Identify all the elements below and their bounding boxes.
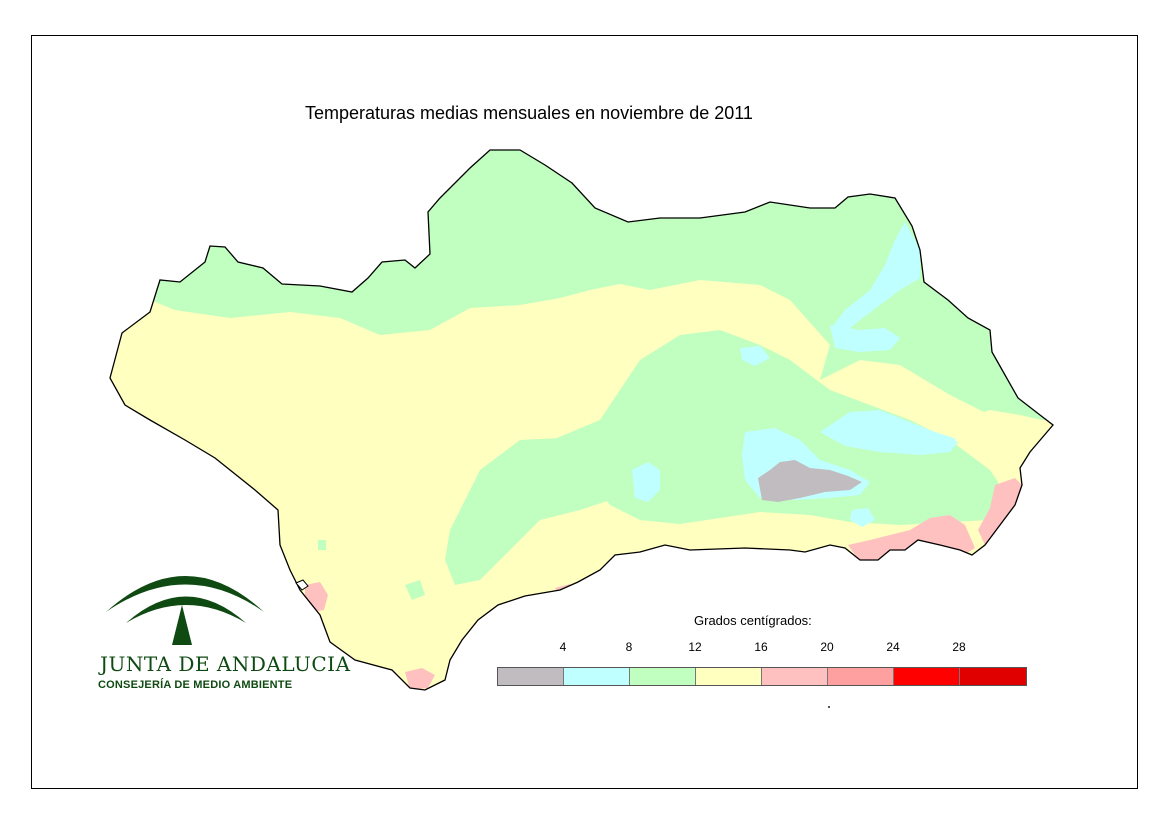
legend-tick-label: 20 [820, 640, 834, 654]
legend-tick-label: 8 [625, 640, 633, 654]
legend-tick-label: 24 [886, 640, 900, 654]
legend-swatch [762, 668, 828, 685]
logo-title: JUNTA DE ANDALUCIA [100, 652, 351, 676]
legend-color-bar [497, 667, 1027, 686]
map-title: Temperaturas medias mensuales en noviemb… [305, 103, 753, 123]
logo-subtitle: CONSEJERÍA DE MEDIO AMBIENTE [98, 679, 293, 691]
legend-swatch [630, 668, 696, 685]
legend-swatch [894, 668, 960, 685]
legend-tick-label: 4 [559, 640, 567, 654]
legend-tick-label: 16 [754, 640, 768, 654]
map-frame [31, 35, 1138, 789]
legend-swatch [498, 668, 564, 685]
legend-tick-label: 12 [688, 640, 702, 654]
legend-tick-label: 28 [952, 640, 966, 654]
legend-swatch [828, 668, 894, 685]
legend-dot [828, 706, 830, 708]
legend-swatch [564, 668, 630, 685]
legend-swatch [960, 668, 1026, 685]
junta-andalucia-emblem-icon [106, 576, 264, 645]
legend-swatch [696, 668, 762, 685]
legend-title: Grados centígrados: [694, 613, 812, 628]
